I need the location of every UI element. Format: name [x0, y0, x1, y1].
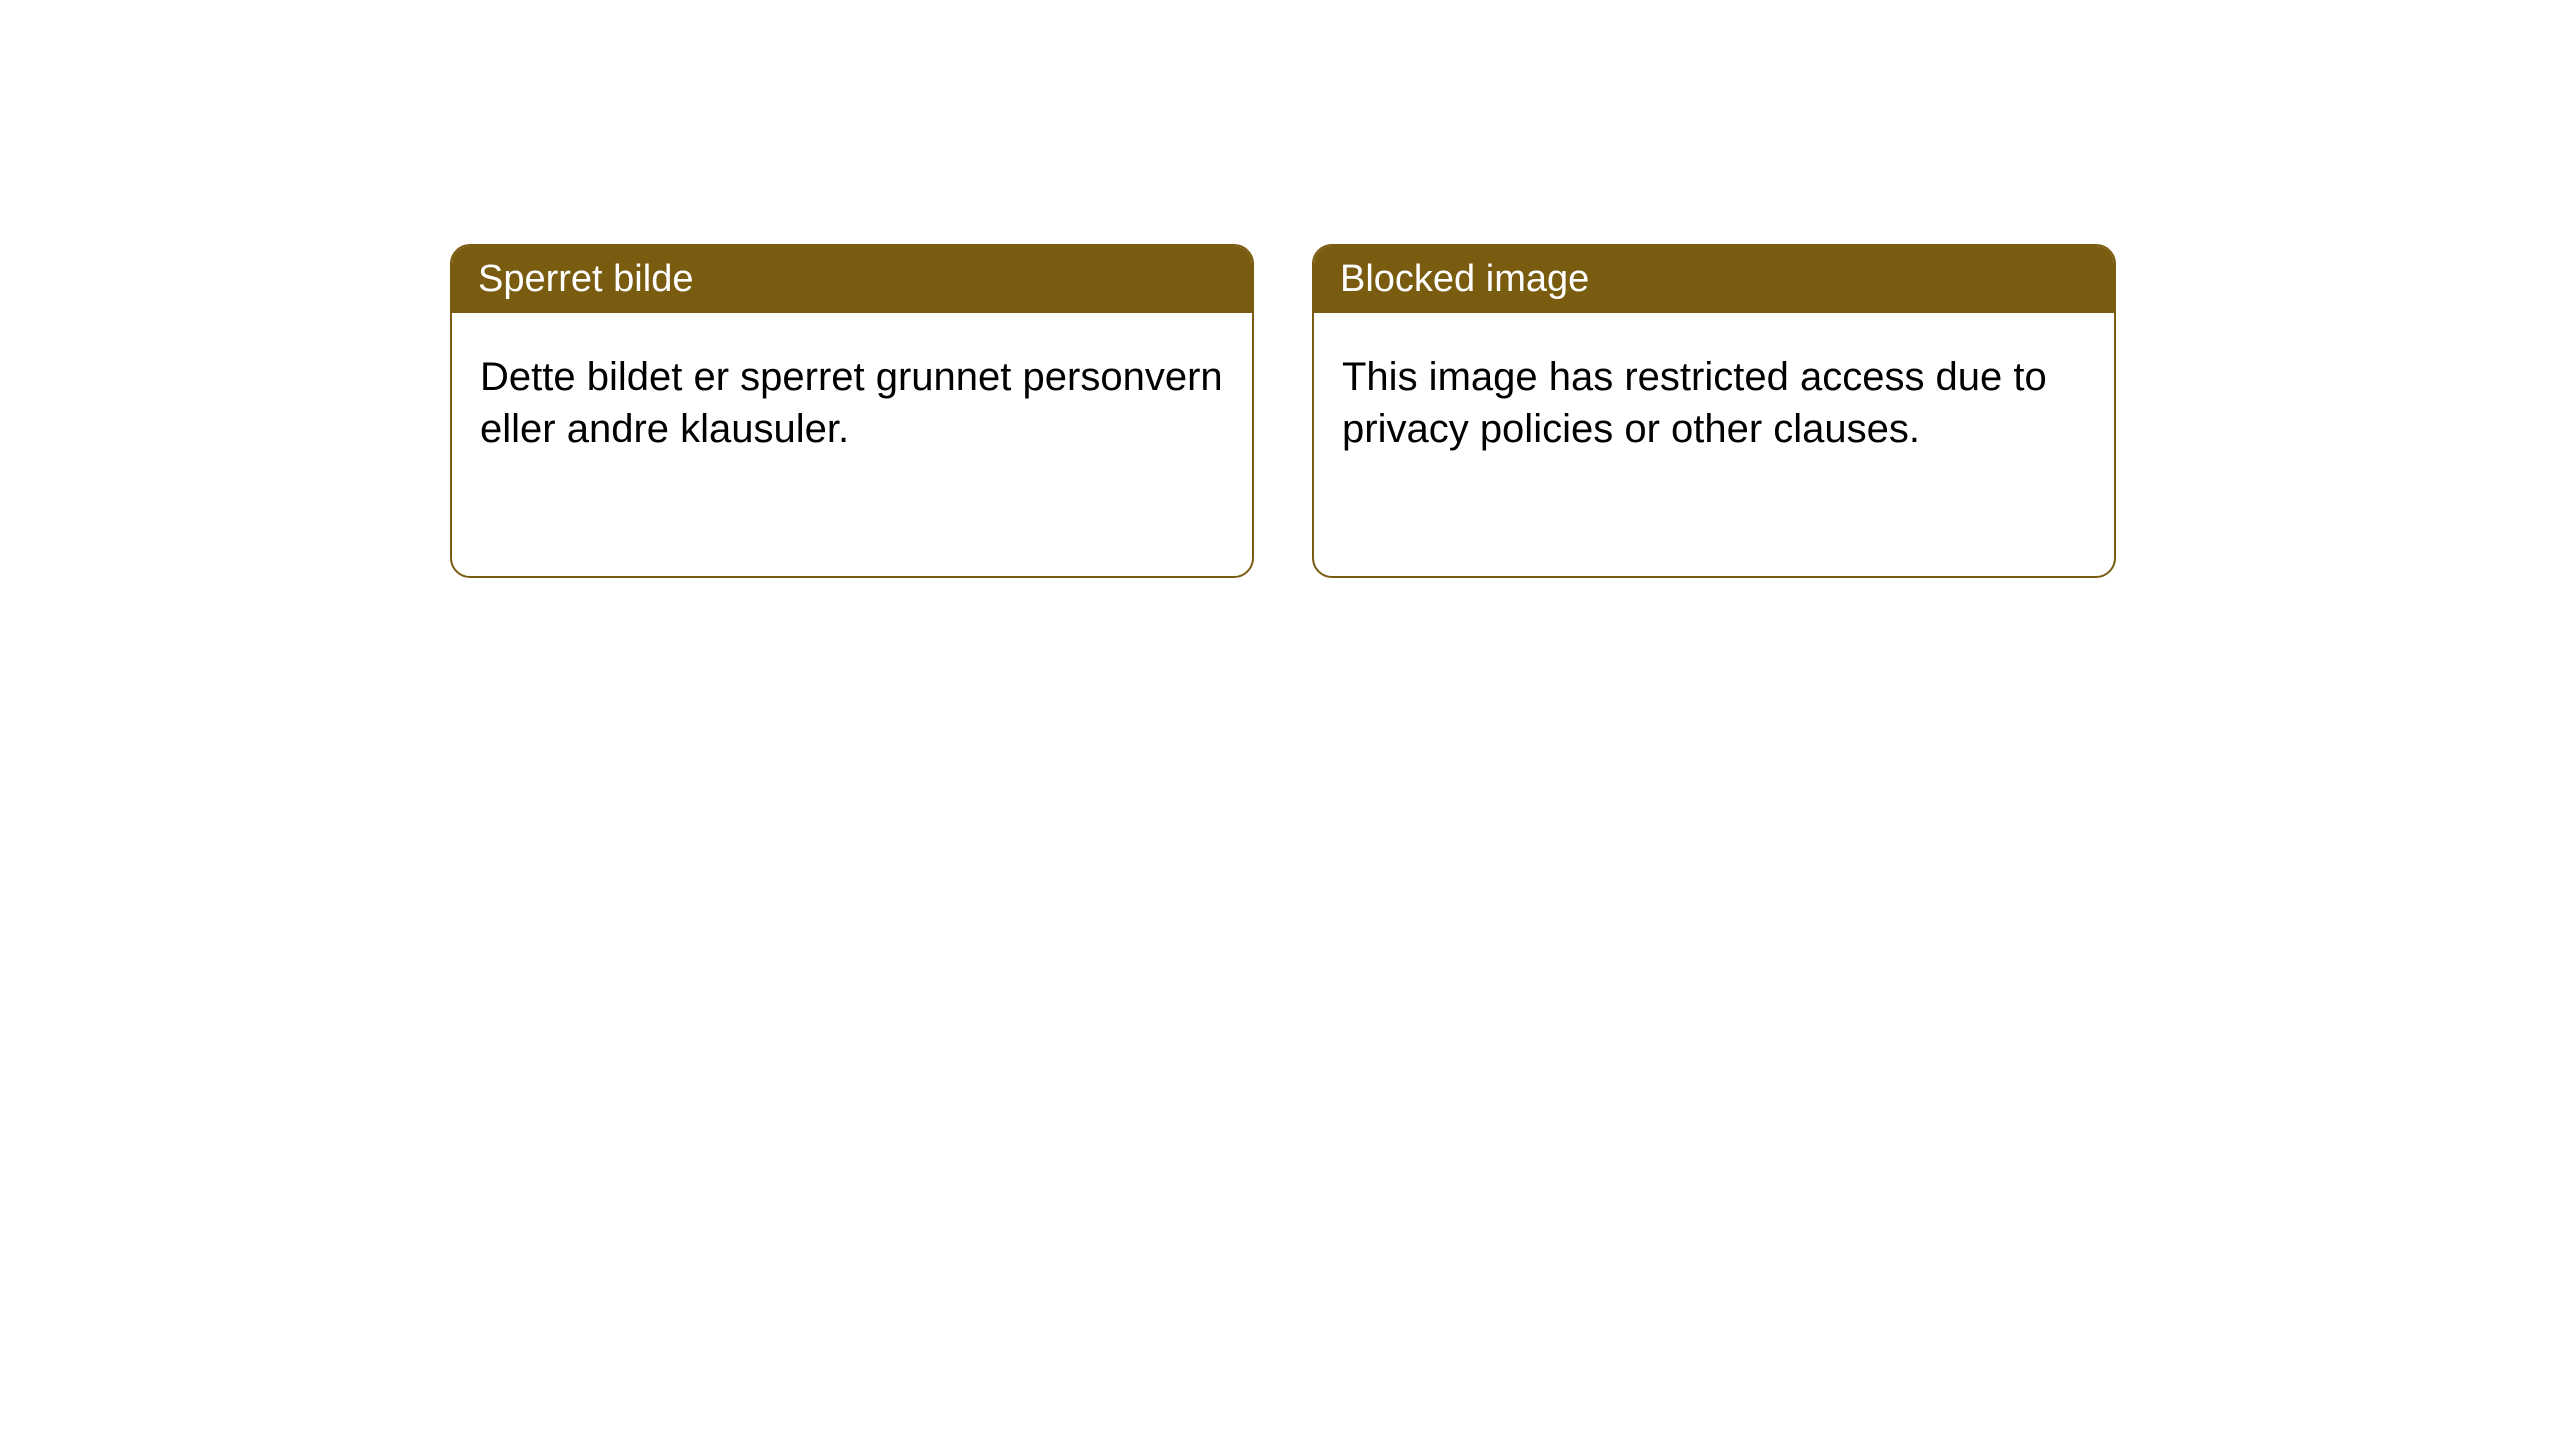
blocked-image-card-en: Blocked image This image has restricted … [1312, 244, 2116, 578]
card-body-en: This image has restricted access due to … [1314, 313, 2114, 493]
blocked-image-card-no: Sperret bilde Dette bildet er sperret gr… [450, 244, 1254, 578]
card-header-no: Sperret bilde [452, 246, 1252, 313]
card-body-no: Dette bildet er sperret grunnet personve… [452, 313, 1252, 493]
card-header-en: Blocked image [1314, 246, 2114, 313]
card-container: Sperret bilde Dette bildet er sperret gr… [0, 0, 2560, 578]
